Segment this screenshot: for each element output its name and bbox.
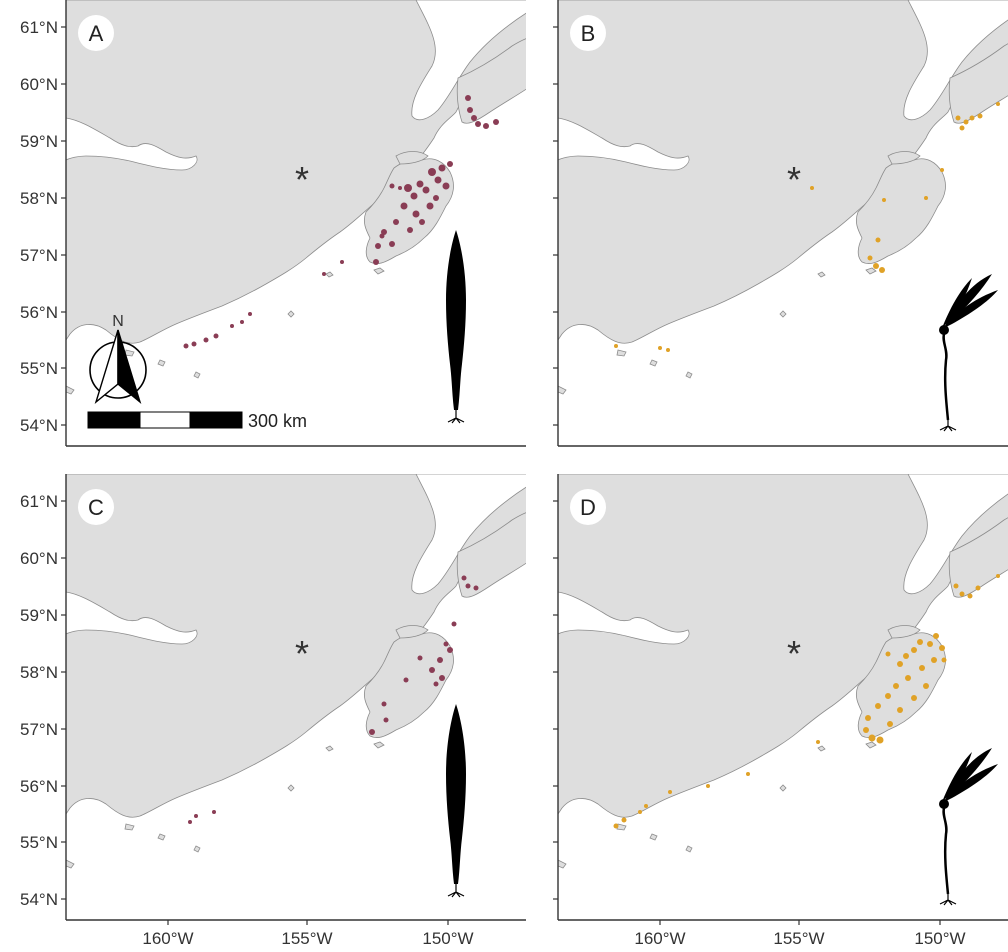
y-tick-label: 54°N <box>20 890 58 909</box>
x-tick-label: 150°W <box>422 929 473 948</box>
panel-letter-badge: C <box>78 489 114 525</box>
y-tick-label: 55°N <box>20 833 58 852</box>
y-tick-label: 59°N <box>20 606 58 625</box>
north-label: N <box>112 313 124 330</box>
y-tick-label: 61°N <box>20 18 58 37</box>
y-tick-label: 57°N <box>20 720 58 739</box>
y-tick-label: 60°N <box>20 549 58 568</box>
y-tick-label: 61°N <box>20 492 58 511</box>
map-panel-c: *C <box>65 474 526 921</box>
asterisk-marker: * <box>295 159 309 200</box>
x-tick-label: 155°W <box>281 929 332 948</box>
x-tick-label: 160°W <box>634 929 685 948</box>
y-tick-label: 58°N <box>20 663 58 682</box>
panel-letter: A <box>89 21 104 46</box>
y-tick-label: 55°N <box>20 359 58 378</box>
y-tick-label: 54°N <box>20 416 58 435</box>
y-tick-label: 56°N <box>20 777 58 796</box>
y-tick-label: 60°N <box>20 75 58 94</box>
asterisk-marker: * <box>787 159 801 200</box>
y-tick-label: 56°N <box>20 303 58 322</box>
x-tick-label: 160°W <box>142 929 193 948</box>
y-tick-label: 58°N <box>20 189 58 208</box>
panel-letter-badge: B <box>570 15 606 51</box>
scale-bar: 300 km <box>87 411 307 431</box>
north-arrow-icon: N <box>89 313 147 405</box>
panel-letter: B <box>581 21 596 46</box>
panel-letter: D <box>580 495 596 520</box>
y-tick-label: 57°N <box>20 246 58 265</box>
panel-letter: C <box>88 495 104 520</box>
map-panel-a: * A N 300 km <box>65 0 526 447</box>
map-panel-d: *D <box>557 474 1008 921</box>
y-tick-label: 59°N <box>20 132 58 151</box>
scale-bar-label: 300 km <box>248 411 307 431</box>
panel-letter-badge: A <box>78 15 114 51</box>
panel-letter-badge: D <box>570 489 606 525</box>
x-tick-label: 150°W <box>914 929 965 948</box>
asterisk-marker: * <box>787 633 801 674</box>
map-panel-b: *B <box>557 0 1008 447</box>
axes: 61°N 60°N 59°N 58°N 57°N 56°N 55°N 54°N 61°N 60°N… <box>20 18 966 948</box>
asterisk-marker: * <box>295 633 309 674</box>
x-tick-label: 155°W <box>773 929 824 948</box>
